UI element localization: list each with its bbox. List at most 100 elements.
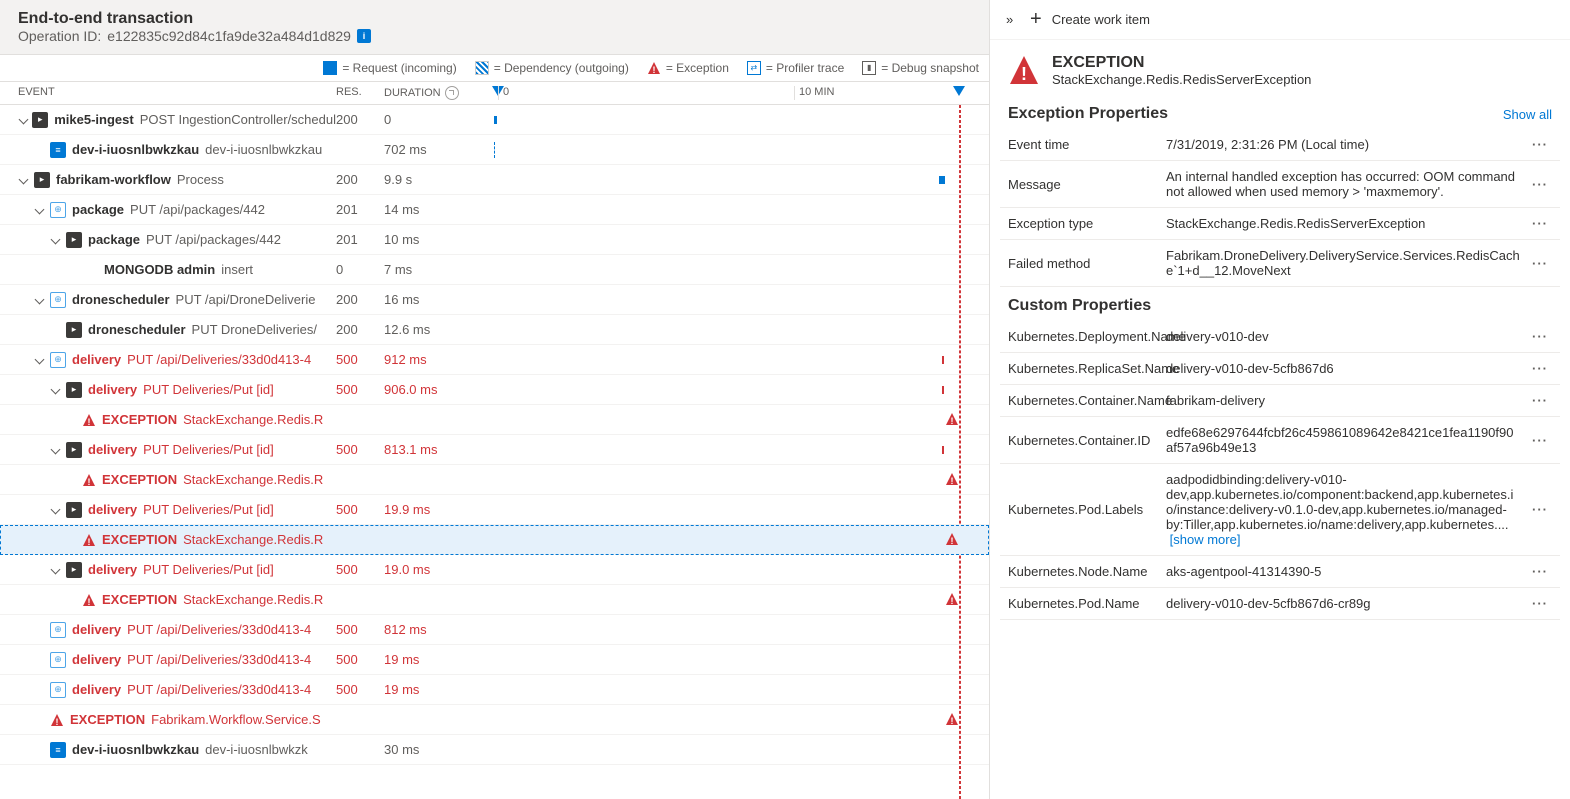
exception-properties-table: Event time7/31/2019, 2:31:26 PM (Local t…: [990, 129, 1570, 287]
tree-row[interactable]: ⊕droneschedulerPUT /api/DroneDeliverie20…: [0, 285, 989, 315]
tree-row[interactable]: ⊕deliveryPUT /api/Deliveries/33d0d413-45…: [0, 645, 989, 675]
columns-header: EVENT RES. DURATION 0 10 MIN: [0, 82, 989, 105]
exception-title: EXCEPTION: [1052, 54, 1311, 72]
create-work-item-button[interactable]: Create work item: [1052, 12, 1150, 27]
exception-properties-header: Exception Properties: [1008, 105, 1168, 123]
more-actions-icon[interactable]: ···: [1528, 137, 1552, 152]
property-row: Event time7/31/2019, 2:31:26 PM (Local t…: [1000, 129, 1560, 161]
more-actions-icon[interactable]: ···: [1528, 329, 1552, 344]
chevron-down-icon[interactable]: [50, 505, 60, 515]
expand-icon[interactable]: »: [1006, 12, 1020, 27]
property-row: Kubernetes.Node.Nameaks-agentpool-413143…: [1000, 556, 1560, 588]
tree-row[interactable]: ⊕packagePUT /api/packages/44220114 ms: [0, 195, 989, 225]
range-handle-right[interactable]: [953, 86, 965, 99]
more-actions-icon[interactable]: ···: [1528, 564, 1552, 579]
svg-text:!: !: [951, 716, 954, 726]
property-row: Exception typeStackExchange.Redis.RedisS…: [1000, 208, 1560, 240]
more-actions-icon[interactable]: ···: [1528, 596, 1552, 611]
info-icon[interactable]: i: [357, 29, 371, 43]
operation-id-line: Operation ID: e122835c92d84c1fa9de32a484…: [18, 28, 971, 44]
col-res[interactable]: RES.: [336, 86, 384, 100]
property-row: Kubernetes.Container.Namefabrikam-delive…: [1000, 385, 1560, 417]
more-actions-icon[interactable]: ···: [1528, 502, 1552, 517]
legend-exception: != Exception: [647, 61, 729, 75]
tree-row[interactable]: ⊕deliveryPUT /api/Deliveries/33d0d413-45…: [0, 345, 989, 375]
exception-icon: !: [1008, 54, 1040, 86]
show-all-link[interactable]: Show all: [1503, 107, 1552, 122]
chevron-down-icon[interactable]: [50, 235, 60, 245]
tree-row[interactable]: ▸deliveryPUT Deliveries/Put [id]50019.9 …: [0, 495, 989, 525]
col-event[interactable]: EVENT: [18, 86, 336, 100]
tree-row[interactable]: ▸packagePUT /api/packages/44220110 ms: [0, 225, 989, 255]
custom-properties-table: Kubernetes.Deployment.Namedelivery-v010-…: [990, 321, 1570, 620]
svg-text:!: !: [951, 416, 954, 426]
header: End-to-end transaction Operation ID: e12…: [0, 0, 989, 55]
property-row: Failed methodFabrikam.DroneDelivery.Deli…: [1000, 240, 1560, 287]
show-more-link[interactable]: [show more]: [1170, 532, 1241, 547]
tree-row[interactable]: MONGODB admininsert07 ms: [0, 255, 989, 285]
more-actions-icon[interactable]: ···: [1528, 393, 1552, 408]
property-row: Kubernetes.ReplicaSet.Namedelivery-v010-…: [1000, 353, 1560, 385]
chevron-down-icon[interactable]: [50, 445, 60, 455]
details-top-bar: » + Create work item: [990, 0, 1570, 40]
more-actions-icon[interactable]: ···: [1528, 433, 1552, 448]
clock-icon: [445, 86, 459, 100]
legend-dependency: = Dependency (outgoing): [475, 61, 629, 75]
details-pane: » + Create work item ! EXCEPTION StackEx…: [990, 0, 1570, 799]
svg-text:!: !: [1021, 64, 1027, 84]
legend-profiler: ⇄= Profiler trace: [747, 61, 844, 75]
chevron-down-icon[interactable]: [18, 115, 26, 125]
svg-text:!: !: [88, 477, 91, 487]
tree-row[interactable]: !EXCEPTIONFabrikam.Workflow.Service.S!: [0, 705, 989, 735]
tree-row[interactable]: !EXCEPTIONStackExchange.Redis.R!: [0, 525, 989, 555]
property-row: Kubernetes.Pod.Labelsaadpodidbinding:del…: [1000, 464, 1560, 556]
plus-icon: +: [1030, 8, 1042, 31]
tree-row[interactable]: ▸mike5-ingestPOST IngestionController/sc…: [0, 105, 989, 135]
svg-text:!: !: [56, 717, 59, 727]
tree-row[interactable]: ▸droneschedulerPUT DroneDeliveries/20012…: [0, 315, 989, 345]
tree-row[interactable]: !EXCEPTIONStackExchange.Redis.R!: [0, 405, 989, 435]
more-actions-icon[interactable]: ···: [1528, 216, 1552, 231]
col-dur[interactable]: DURATION: [384, 86, 494, 100]
event-tree[interactable]: ▸mike5-ingestPOST IngestionController/sc…: [0, 105, 989, 799]
svg-text:!: !: [652, 65, 655, 75]
tree-row[interactable]: ▸deliveryPUT Deliveries/Put [id]500906.0…: [0, 375, 989, 405]
custom-properties-header: Custom Properties: [1008, 297, 1151, 315]
timeline-header: 0 10 MIN: [494, 86, 989, 100]
chevron-down-icon[interactable]: [34, 295, 44, 305]
svg-text:!: !: [951, 476, 954, 486]
svg-text:!: !: [88, 417, 91, 427]
more-actions-icon[interactable]: ···: [1528, 256, 1552, 271]
chevron-down-icon[interactable]: [50, 565, 60, 575]
property-row: Kubernetes.Container.IDedfe68e6297644fcb…: [1000, 417, 1560, 464]
page-title: End-to-end transaction: [18, 10, 971, 28]
tree-row[interactable]: ▸fabrikam-workflowProcess2009.9 s: [0, 165, 989, 195]
svg-text:!: !: [951, 536, 954, 546]
more-actions-icon[interactable]: ···: [1528, 361, 1552, 376]
more-actions-icon[interactable]: ···: [1528, 177, 1552, 192]
exception-header: ! EXCEPTION StackExchange.Redis.RedisSer…: [990, 40, 1570, 95]
tree-row[interactable]: ⊕deliveryPUT /api/Deliveries/33d0d413-45…: [0, 615, 989, 645]
property-row: Kubernetes.Deployment.Namedelivery-v010-…: [1000, 321, 1560, 353]
tree-row[interactable]: ⊕deliveryPUT /api/Deliveries/33d0d413-45…: [0, 675, 989, 705]
tree-row[interactable]: ▸deliveryPUT Deliveries/Put [id]500813.1…: [0, 435, 989, 465]
property-row: Kubernetes.Pod.Namedelivery-v010-dev-5cf…: [1000, 588, 1560, 620]
tree-row[interactable]: ≡dev-i-iuosnlbwkzkaudev-i-iuosnlbwkzkau7…: [0, 135, 989, 165]
chevron-down-icon[interactable]: [18, 175, 28, 185]
property-row: MessageAn internal handled exception has…: [1000, 161, 1560, 208]
tree-row[interactable]: !EXCEPTIONStackExchange.Redis.R!: [0, 465, 989, 495]
tree-row[interactable]: ≡dev-i-iuosnlbwkzkaudev-i-iuosnlbwkzk30 …: [0, 735, 989, 765]
legend-debug: ▮= Debug snapshot: [862, 61, 979, 75]
chevron-down-icon[interactable]: [34, 355, 44, 365]
chevron-down-icon[interactable]: [34, 205, 44, 215]
svg-text:!: !: [951, 596, 954, 606]
tree-row[interactable]: !EXCEPTIONStackExchange.Redis.R!: [0, 585, 989, 615]
transaction-pane: End-to-end transaction Operation ID: e12…: [0, 0, 990, 799]
legend: = Request (incoming) = Dependency (outgo…: [0, 55, 989, 82]
chevron-down-icon[interactable]: [50, 385, 60, 395]
svg-text:!: !: [88, 597, 91, 607]
exception-type: StackExchange.Redis.RedisServerException: [1052, 72, 1311, 87]
svg-text:!: !: [88, 537, 91, 547]
legend-request: = Request (incoming): [323, 61, 456, 75]
tree-row[interactable]: ▸deliveryPUT Deliveries/Put [id]50019.0 …: [0, 555, 989, 585]
